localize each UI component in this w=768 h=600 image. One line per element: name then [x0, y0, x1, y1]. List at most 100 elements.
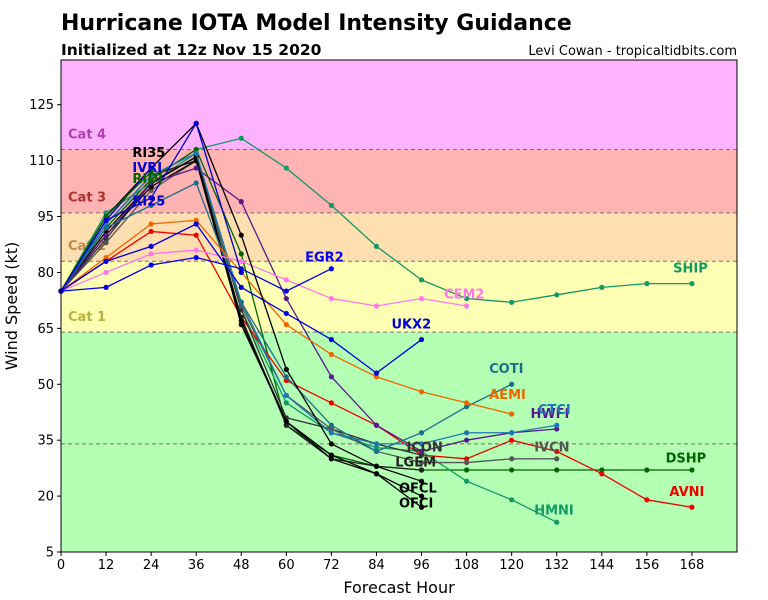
data-point — [644, 497, 650, 503]
data-point — [554, 426, 560, 432]
data-point — [103, 240, 109, 246]
series-label: OFCI — [399, 496, 433, 511]
data-point — [373, 243, 380, 249]
data-point — [418, 389, 425, 395]
intensity-band — [61, 60, 737, 150]
series-label: DSHP — [666, 452, 707, 467]
x-tick-label: 36 — [188, 558, 205, 573]
series-label: HWFI — [530, 407, 569, 422]
band-label: Cat 3 — [68, 191, 106, 206]
data-point — [103, 210, 109, 216]
series-label: ICON — [407, 440, 443, 455]
data-point — [193, 150, 199, 156]
data-point — [283, 418, 289, 425]
series-line — [60, 167, 557, 453]
data-point — [328, 400, 334, 406]
data-point — [193, 146, 199, 153]
data-point — [418, 452, 425, 458]
series-label: AVNI — [669, 485, 704, 500]
data-point — [103, 269, 109, 276]
data-point — [283, 422, 289, 428]
x-tick-label: 144 — [589, 558, 614, 573]
data-point — [283, 400, 289, 406]
data-point — [238, 318, 244, 324]
data-point — [554, 292, 560, 298]
data-point — [238, 258, 244, 264]
data-point — [148, 180, 154, 186]
data-point — [148, 251, 154, 257]
data-point — [373, 374, 380, 380]
data-point — [418, 493, 425, 499]
data-point — [328, 295, 334, 302]
y-tick-label: 80 — [37, 266, 54, 281]
data-point — [554, 456, 560, 462]
data-point — [373, 422, 380, 428]
series-label: IVCN — [534, 440, 569, 455]
data-point — [283, 322, 289, 328]
data-point — [644, 281, 650, 287]
data-point — [509, 437, 515, 443]
data-point — [283, 288, 289, 294]
data-point — [464, 430, 470, 436]
data-point — [373, 370, 380, 376]
series-cem2 — [58, 247, 470, 309]
data-point — [464, 467, 470, 473]
y-tick-label: 50 — [37, 378, 54, 393]
data-point — [373, 463, 380, 469]
data-point — [554, 467, 560, 473]
data-point — [464, 295, 470, 302]
data-point — [418, 467, 425, 473]
data-point — [283, 377, 289, 384]
intensity-band — [61, 212, 737, 262]
x-tick-label: 24 — [143, 558, 160, 573]
data-point — [283, 310, 289, 317]
data-point — [148, 221, 154, 227]
series-line — [60, 159, 557, 464]
y-axis-label: Wind Speed (kt) — [2, 242, 21, 371]
data-point — [689, 504, 695, 510]
data-point — [464, 478, 470, 484]
data-point — [193, 180, 199, 186]
intensity-band — [61, 261, 737, 333]
data-point — [328, 441, 334, 447]
band-label: Cat 4 — [68, 127, 106, 142]
data-point — [328, 452, 334, 458]
series-label: LGEM — [395, 455, 436, 470]
data-point — [328, 336, 334, 343]
data-point — [103, 217, 109, 223]
data-point — [373, 303, 380, 309]
series-ukx2 — [58, 221, 425, 376]
x-tick-label: 84 — [368, 558, 385, 573]
data-point — [373, 448, 380, 454]
data-point — [509, 467, 515, 473]
intensity-band — [61, 332, 737, 444]
data-point — [238, 135, 244, 141]
data-point — [554, 448, 560, 454]
y-tick-label: 65 — [37, 322, 54, 337]
data-point — [509, 381, 515, 387]
data-point — [328, 422, 334, 428]
data-point — [238, 232, 244, 238]
data-point — [193, 247, 199, 253]
chart-subtitle: Initialized at 12z Nov 15 2020 — [61, 41, 322, 59]
y-tick-label: 20 — [37, 490, 54, 505]
data-point — [328, 266, 334, 272]
series-ri25 — [58, 120, 244, 294]
series-label: SHIP — [673, 261, 708, 276]
data-point — [328, 202, 334, 208]
data-point — [148, 169, 154, 175]
data-point — [509, 299, 515, 305]
data-point — [283, 366, 289, 372]
x-tick-label: 120 — [499, 558, 524, 573]
data-point — [509, 430, 515, 436]
data-point — [238, 269, 244, 276]
series-label: CTCI — [538, 403, 571, 418]
data-point — [418, 277, 425, 283]
data-point — [193, 221, 199, 227]
data-point — [328, 351, 334, 358]
series-label: RI25 — [132, 194, 165, 209]
data-point — [418, 430, 425, 436]
data-point — [328, 426, 334, 432]
data-point — [148, 243, 154, 249]
